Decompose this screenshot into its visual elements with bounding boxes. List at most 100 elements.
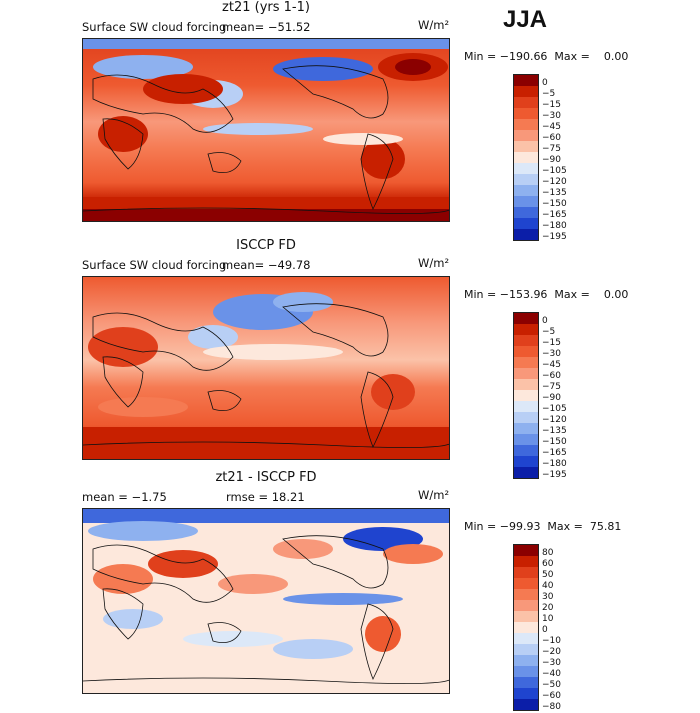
min-max-label: Min = −153.96 Max = 0.00 — [464, 288, 629, 301]
colorbar-segment — [514, 633, 538, 644]
colorbar-tick-label: −105 — [542, 166, 567, 176]
colorbar-tick-label: −50 — [542, 680, 561, 690]
colorbar-labels: 80 60 50 40 30 20 10 0 −10 −20 −30 −40 −50 −60 −80 — [542, 548, 561, 713]
colorbar-segment — [514, 313, 538, 324]
colorbar-tick-label: −150 — [542, 437, 567, 447]
colorbar-tick-label: −20 — [542, 647, 561, 657]
colorbar-tick-label: −15 — [542, 338, 561, 348]
colorbar-tick-label: −135 — [542, 188, 567, 198]
colorbar-segment — [514, 324, 538, 335]
colorbar-tick-label: −5 — [542, 327, 556, 337]
min-max-label: Min = −99.93 Max = 75.81 — [464, 520, 622, 533]
colorbar-tick-label: −165 — [542, 210, 567, 220]
subtitle-field: Surface SW cloud forcing — [82, 258, 227, 272]
colorbar-tick-label: −180 — [542, 459, 567, 469]
colorbar-segment — [514, 368, 538, 379]
colorbar-segment — [514, 152, 538, 163]
colorbar-tick-label: 0 — [542, 78, 548, 88]
map-model — [82, 38, 450, 222]
season-label: JJA — [502, 6, 548, 33]
colorbar-tick-label: −60 — [542, 691, 561, 701]
map-difference — [82, 508, 450, 694]
colorbar-segment — [514, 163, 538, 174]
colorbar-segment — [514, 622, 538, 633]
colorbar-segment — [514, 75, 538, 86]
colorbar-segment — [514, 677, 538, 688]
colorbar-tick-label: −60 — [542, 371, 561, 381]
colorbar-segment — [514, 556, 538, 567]
colorbar-tick-label: −15 — [542, 100, 561, 110]
colorbar-segment — [514, 141, 538, 152]
panel-observation: ISCCP FD Surface SW cloud forcing mean= … — [0, 238, 700, 480]
colorbar-tick-label: 0 — [542, 625, 548, 635]
colorbar-tick-label: −30 — [542, 349, 561, 359]
colorbar-tick-label: −75 — [542, 382, 561, 392]
colorbar-tick-label: 50 — [542, 570, 554, 580]
colorbar-segment — [514, 379, 538, 390]
colorbar-segment — [514, 357, 538, 368]
unit-label: W/m² — [418, 488, 450, 502]
colorbar-tick-label: −90 — [542, 155, 561, 165]
colorbar-labels: 0 −5 −15 −30 −45 −60 −75 −90 −105 −120 −135 −150 −16… — [542, 78, 567, 243]
colorbar-tick-label: −40 — [542, 669, 561, 679]
colorbar-segment — [514, 119, 538, 130]
colorbar — [513, 544, 539, 711]
colorbar-tick-label: −60 — [542, 133, 561, 143]
colorbar-tick-label: 60 — [542, 559, 554, 569]
colorbar-tick-label: −45 — [542, 360, 561, 370]
subtitle-mean: mean = −1.75 — [82, 490, 167, 504]
colorbar-tick-label: −195 — [542, 232, 567, 242]
colorbar-tick-label: −195 — [542, 470, 567, 480]
colorbar-segment — [514, 600, 538, 611]
colorbar-segment — [514, 97, 538, 108]
colorbar-segment — [514, 335, 538, 346]
colorbar-segment — [514, 412, 538, 423]
colorbar-tick-label: −180 — [542, 221, 567, 231]
subtitle-mean: mean= −49.78 — [222, 258, 311, 272]
colorbar-segment — [514, 401, 538, 412]
colorbar-segment — [514, 644, 538, 655]
panel-title: zt21 - ISCCP FD — [215, 470, 317, 485]
colorbar-segment — [514, 390, 538, 401]
colorbar-segment — [514, 545, 538, 556]
subtitle-field: Surface SW cloud forcing — [82, 20, 227, 34]
unit-label: W/m² — [418, 18, 450, 32]
colorbar-tick-label: −75 — [542, 144, 561, 154]
colorbar-tick-label: −90 — [542, 393, 561, 403]
colorbar — [513, 74, 539, 241]
colorbar-segment — [514, 456, 538, 467]
colorbar-segment — [514, 130, 538, 141]
colorbar — [513, 312, 539, 479]
colorbar-segment — [514, 174, 538, 185]
colorbar-segment — [514, 699, 538, 710]
colorbar-segment — [514, 611, 538, 622]
colorbar-tick-label: 30 — [542, 592, 554, 602]
colorbar-tick-label: −80 — [542, 702, 561, 712]
colorbar-segment — [514, 589, 538, 600]
colorbar-tick-label: −45 — [542, 122, 561, 132]
map-observation — [82, 276, 450, 460]
unit-label: W/m² — [418, 256, 450, 270]
colorbar-segment — [514, 445, 538, 456]
colorbar-segment — [514, 655, 538, 666]
colorbar-segment — [514, 423, 538, 434]
colorbar-segment — [514, 207, 538, 218]
colorbar-tick-label: −120 — [542, 415, 567, 425]
colorbar-tick-label: −30 — [542, 658, 561, 668]
colorbar-labels: 0 −5 −15 −30 −45 −60 −75 −90 −105 −120 −135 −150 −16… — [542, 316, 567, 481]
panel-title: ISCCP FD — [236, 238, 296, 253]
colorbar-segment — [514, 229, 538, 240]
colorbar-segment — [514, 666, 538, 677]
colorbar-segment — [514, 434, 538, 445]
colorbar-tick-label: 40 — [542, 581, 554, 591]
colorbar-tick-label: 20 — [542, 603, 554, 613]
colorbar-tick-label: −5 — [542, 89, 556, 99]
colorbar-tick-label: −135 — [542, 426, 567, 436]
colorbar-tick-label: 10 — [542, 614, 554, 624]
subtitle-mean: mean= −51.52 — [222, 20, 311, 34]
panel-difference: zt21 - ISCCP FD mean = −1.75 rmse = 18.2… — [0, 470, 700, 712]
colorbar-segment — [514, 218, 538, 229]
colorbar-tick-label: −105 — [542, 404, 567, 414]
colorbar-tick-label: 80 — [542, 548, 554, 558]
panel-model: zt21 (yrs 1-1) Surface SW cloud forcing … — [0, 0, 700, 242]
